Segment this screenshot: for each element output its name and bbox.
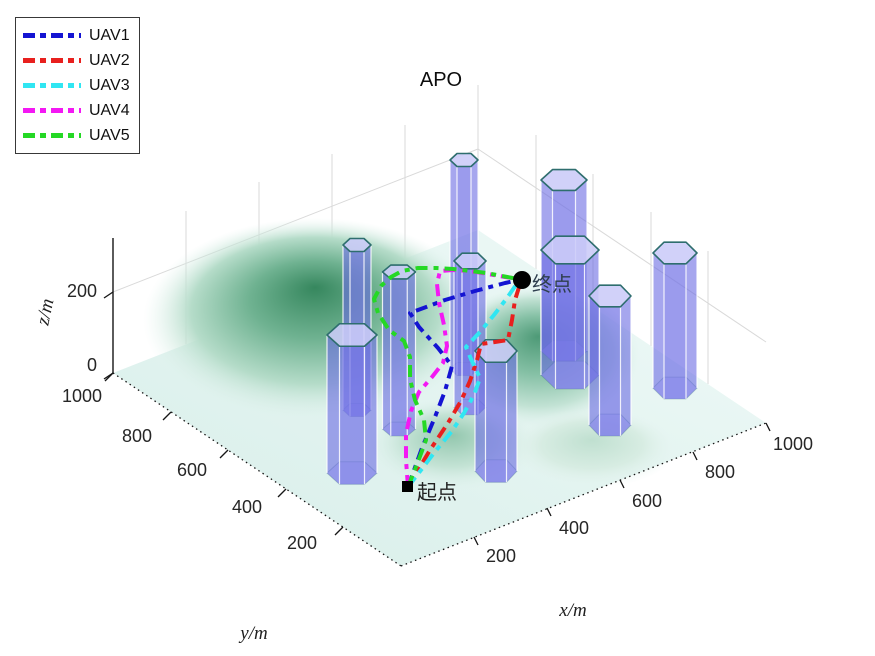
z-tick-label: 200 — [67, 281, 97, 301]
building-top — [381, 264, 417, 280]
legend-item-UAV5: UAV5 — [23, 123, 130, 148]
y-tick-mark — [277, 488, 287, 498]
terrain-hill — [507, 408, 677, 488]
x-axis-line — [400, 422, 767, 567]
wall-gridline — [477, 148, 767, 343]
building-top — [449, 152, 479, 168]
building-top — [652, 241, 698, 265]
legend-label: UAV4 — [89, 101, 130, 119]
building — [588, 284, 632, 437]
building-top — [540, 235, 600, 265]
end-marker — [513, 271, 531, 289]
uav-path-UAV1 — [406, 278, 520, 488]
x-tick-label: 200 — [486, 546, 516, 566]
building-top — [342, 237, 372, 253]
building-front-face — [664, 263, 686, 399]
y-tick-mark — [334, 526, 344, 536]
x-tick-mark — [546, 507, 552, 517]
legend-line-sample — [23, 83, 81, 88]
y-tick-mark — [219, 449, 229, 459]
building-top — [453, 252, 487, 270]
building-top — [588, 284, 632, 308]
building-top — [326, 322, 378, 348]
legend-line-sample — [23, 33, 81, 38]
legend-line-sample — [23, 58, 81, 63]
legend-label: UAV1 — [89, 26, 130, 44]
legend-item-UAV2: UAV2 — [23, 48, 130, 73]
x-tick-label: 800 — [705, 462, 735, 482]
y-tick-label: 1000 — [62, 386, 102, 406]
x-tick-mark — [619, 479, 625, 489]
start-point-label: 起点 — [417, 482, 457, 504]
y-tick-mark — [162, 411, 172, 421]
x-tick-mark — [473, 536, 479, 546]
terrain-hill — [143, 218, 487, 422]
legend-line-sample — [23, 108, 81, 113]
building-front-face — [485, 362, 507, 483]
z-tick-mark — [103, 291, 114, 299]
start-marker — [402, 481, 413, 492]
building-front-face — [462, 268, 478, 415]
z-tick-label: 0 — [87, 355, 97, 375]
building-front-face — [339, 346, 365, 485]
building — [540, 235, 600, 390]
y-tick-label: 200 — [287, 533, 317, 553]
building — [326, 322, 378, 485]
legend-label: UAV2 — [89, 51, 130, 69]
legend-item-UAV1: UAV1 — [23, 23, 130, 48]
y-tick-label: 600 — [177, 460, 207, 480]
building — [652, 241, 698, 400]
y-axis-label: y/m — [240, 623, 268, 644]
building-top — [540, 168, 588, 192]
x-tick-label: 400 — [559, 518, 589, 538]
uav-path-UAV5 — [372, 266, 519, 488]
building-front-face — [555, 263, 585, 389]
legend-label: UAV3 — [89, 76, 130, 94]
legend-item-UAV4: UAV4 — [23, 98, 130, 123]
x-tick-mark — [765, 422, 771, 432]
building-front-face — [599, 306, 621, 436]
y-tick-label: 400 — [232, 497, 262, 517]
uav-path-UAV3 — [406, 277, 524, 489]
building — [474, 338, 518, 483]
legend-box: UAV1 UAV2 UAV3 UAV4 UAV5 — [15, 17, 140, 154]
end-point-label: 终点 — [532, 274, 572, 296]
legend-item-UAV3: UAV3 — [23, 73, 130, 98]
x-tick-label: 600 — [632, 491, 662, 511]
x-axis-label: x/m — [559, 600, 587, 621]
x-tick-mark — [692, 451, 698, 461]
chart-title: APO — [419, 69, 463, 91]
y-tick-label: 800 — [122, 426, 152, 446]
x-tick-label: 1000 — [773, 434, 813, 454]
legend-line-sample — [23, 133, 81, 138]
z-tick-mark — [103, 372, 114, 380]
building-front-face — [390, 278, 408, 436]
legend-label: UAV5 — [89, 126, 130, 144]
